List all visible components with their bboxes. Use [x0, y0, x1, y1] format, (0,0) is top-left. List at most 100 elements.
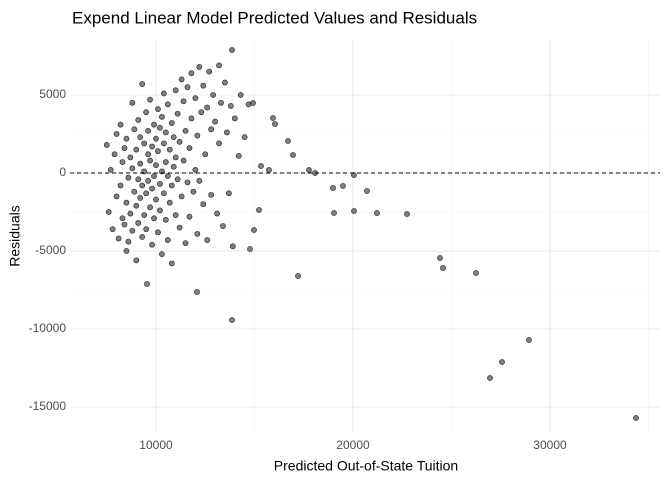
point [374, 210, 380, 216]
point [194, 132, 201, 139]
point [133, 257, 140, 264]
y-tick-label: 0 [59, 165, 66, 179]
point [145, 151, 152, 158]
point [196, 177, 203, 184]
point [182, 127, 189, 134]
point [172, 154, 179, 161]
x-tick-label: 20000 [336, 438, 370, 452]
point [129, 165, 136, 172]
point [256, 207, 262, 213]
point [526, 337, 532, 343]
point [229, 317, 235, 323]
point [192, 166, 199, 173]
point [222, 79, 228, 86]
point [123, 199, 130, 206]
point [404, 211, 410, 217]
point [340, 183, 346, 189]
point [499, 359, 505, 365]
point [119, 159, 126, 165]
point [176, 138, 183, 145]
point [440, 265, 446, 271]
point [184, 84, 191, 91]
point [164, 237, 171, 243]
point [633, 415, 639, 421]
point [487, 375, 493, 381]
point [143, 109, 150, 116]
point [220, 223, 226, 229]
point [251, 227, 257, 233]
point [206, 68, 213, 75]
point [235, 152, 242, 159]
point [133, 202, 140, 209]
point [178, 76, 185, 83]
point [331, 210, 337, 216]
point [121, 145, 128, 151]
point [105, 209, 112, 215]
point [202, 151, 209, 158]
point [170, 134, 177, 141]
y-tick-label: 5000 [39, 87, 66, 101]
point [155, 229, 161, 236]
point [174, 176, 181, 183]
point [135, 176, 142, 183]
point [351, 172, 357, 178]
x-tick-label: 10000 [139, 438, 173, 452]
point [290, 152, 296, 158]
point [330, 185, 336, 191]
point [149, 241, 155, 248]
point [109, 226, 116, 233]
point [139, 182, 146, 189]
point [151, 121, 157, 128]
point [174, 110, 181, 117]
point [200, 82, 207, 89]
point [166, 199, 173, 206]
point [157, 207, 163, 214]
point [153, 162, 159, 169]
point [144, 281, 150, 287]
point [113, 131, 120, 137]
x-tick-label: 30000 [533, 438, 567, 452]
point [231, 115, 238, 122]
point [160, 140, 167, 147]
point [145, 127, 152, 134]
point [180, 157, 187, 164]
point [107, 166, 114, 173]
point [160, 190, 167, 197]
point [131, 126, 138, 133]
point [188, 115, 195, 122]
point [364, 188, 370, 194]
point [123, 135, 130, 142]
point [178, 193, 185, 200]
point [141, 212, 148, 219]
point [216, 62, 222, 69]
point [147, 157, 153, 164]
point [194, 289, 200, 295]
point [137, 195, 144, 201]
point [147, 96, 153, 103]
point [125, 238, 132, 245]
point [125, 174, 132, 181]
point [270, 115, 276, 121]
point [172, 212, 179, 219]
point [247, 246, 253, 252]
point [129, 99, 136, 106]
point [194, 230, 201, 237]
point [117, 121, 124, 128]
point [135, 220, 142, 226]
point [186, 145, 193, 151]
point [218, 99, 224, 106]
point [145, 177, 152, 184]
y-tick-label: -5000 [35, 243, 66, 257]
point [149, 185, 155, 192]
point [204, 237, 211, 243]
point [473, 270, 479, 276]
point [168, 260, 175, 267]
point [168, 120, 175, 126]
point [184, 179, 191, 186]
point [170, 163, 177, 170]
point [155, 106, 161, 112]
point [127, 210, 134, 217]
chart-title: Expend Linear Model Predicted Values and… [72, 8, 477, 27]
point [224, 129, 230, 136]
